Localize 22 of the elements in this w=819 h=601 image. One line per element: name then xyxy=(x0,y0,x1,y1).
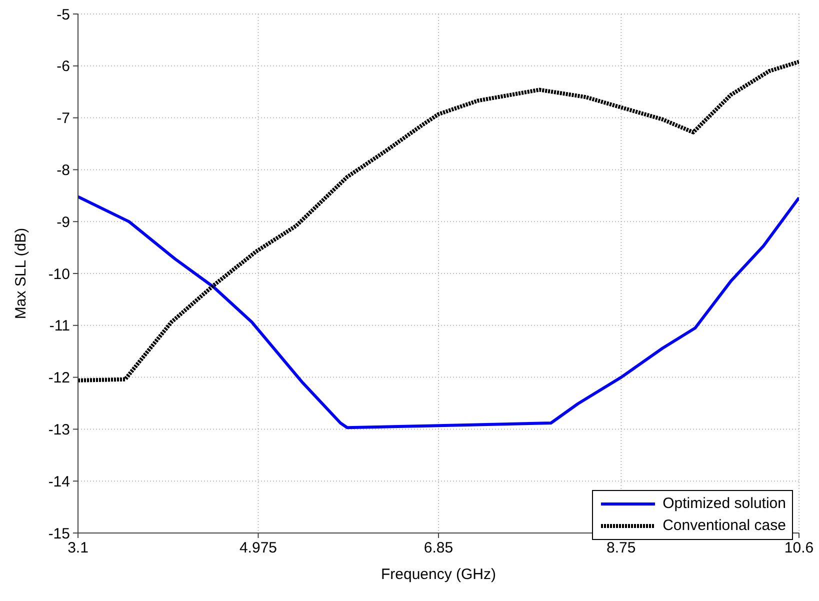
x-tick-label: 4.975 xyxy=(239,540,278,557)
y-tick-label: -15 xyxy=(48,525,70,542)
y-tick-label: -12 xyxy=(48,370,70,387)
y-tick-label: -10 xyxy=(48,266,70,283)
y-tick-label: -11 xyxy=(49,318,70,335)
y-tick-label: -6 xyxy=(56,58,70,76)
x-tick-label: 3.1 xyxy=(68,540,88,557)
y-tick-label: -8 xyxy=(56,162,70,180)
y-tick-label: -5 xyxy=(56,6,70,24)
x-tick-label: 8.75 xyxy=(606,540,636,557)
x-tick-label: 10.6 xyxy=(784,540,814,557)
x-axis-title: Frequency (GHz) xyxy=(380,566,496,583)
y-axis-title: Max SLL (dB) xyxy=(12,228,30,320)
y-tick-label: -7 xyxy=(56,110,70,128)
legend-label: Optimized solution xyxy=(662,494,786,514)
y-tick-label: -13 xyxy=(48,422,70,439)
y-tick-label: -9 xyxy=(56,214,70,231)
line-series xyxy=(78,195,799,430)
legend-label: Conventional case xyxy=(662,516,786,536)
y-tick-label: -14 xyxy=(48,473,70,490)
line-series xyxy=(78,60,799,382)
x-tick-label: 6.85 xyxy=(424,540,454,557)
